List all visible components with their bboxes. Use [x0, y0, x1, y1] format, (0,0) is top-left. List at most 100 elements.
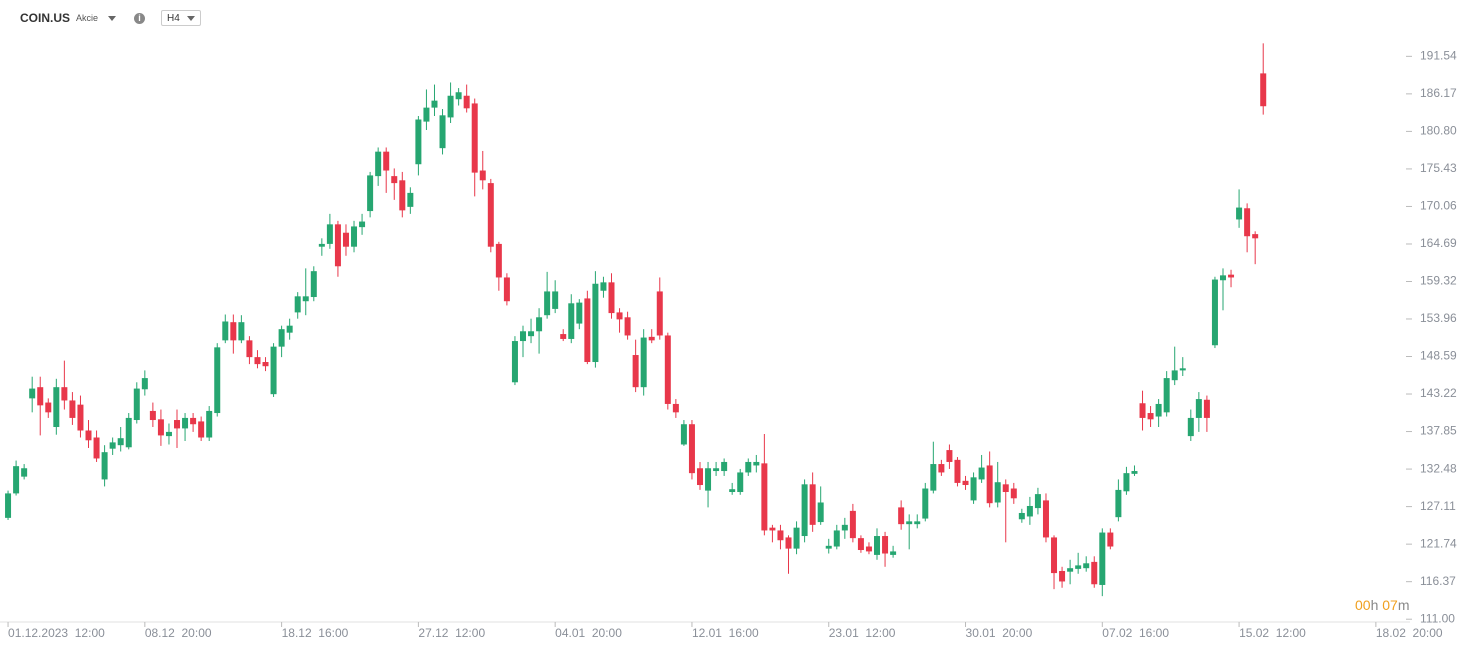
h-unit: h — [1370, 597, 1379, 613]
candle-body — [1179, 368, 1186, 371]
candle-body — [1059, 570, 1066, 582]
candle-body — [286, 325, 293, 333]
x-tick-label: 07.02 16:00 — [1102, 626, 1169, 640]
candle-body — [342, 232, 349, 247]
candle-body — [455, 92, 462, 100]
candle-body — [1051, 537, 1058, 574]
candle-body — [1026, 505, 1033, 517]
candle-body — [463, 95, 470, 109]
minutes: 07 — [1382, 597, 1398, 613]
x-tick-label: 08.12 20:00 — [145, 626, 212, 640]
candle-body — [230, 322, 237, 341]
candle-body — [174, 420, 181, 429]
candle-body — [761, 463, 768, 531]
candle-body — [1163, 378, 1170, 413]
candle-body — [986, 465, 993, 504]
candle-body — [592, 283, 599, 363]
candle-body — [149, 410, 156, 421]
candle-body — [351, 226, 358, 247]
candle-body — [13, 466, 20, 494]
candle-body — [1002, 484, 1009, 493]
candle-body — [769, 527, 776, 531]
candle-body — [632, 355, 639, 388]
candle-body — [383, 151, 390, 171]
candle-body — [1018, 512, 1025, 520]
instrument-kind: Akcie — [76, 13, 99, 23]
candle-body — [745, 461, 752, 473]
interval-select[interactable]: H4 — [161, 10, 202, 26]
y-tick-label: 191.54 — [1420, 49, 1457, 63]
candle-body — [906, 521, 913, 525]
candle-body — [77, 404, 84, 431]
candle-body — [688, 424, 695, 474]
candle-body — [165, 431, 172, 437]
candle-body — [109, 442, 116, 449]
candle-body — [1042, 500, 1049, 538]
candle-body — [584, 298, 591, 363]
candle-body — [890, 551, 897, 555]
candle-body — [713, 468, 720, 472]
candle-body — [849, 510, 856, 539]
candle-body — [680, 424, 687, 445]
candle-body — [624, 317, 631, 336]
candle-body — [238, 322, 245, 341]
candle-body — [552, 291, 559, 309]
y-tick-label: 180.80 — [1420, 124, 1457, 138]
candle-body — [536, 317, 543, 332]
candle-body — [45, 402, 52, 413]
candle-body — [785, 537, 792, 549]
candle-body — [61, 387, 68, 401]
candle-body — [1075, 565, 1082, 569]
candle-body — [560, 334, 567, 339]
candle-body — [1123, 473, 1130, 492]
candle-body — [1067, 568, 1074, 572]
candle-body — [302, 296, 309, 302]
candle-body — [737, 472, 744, 493]
y-tick-label: 186.17 — [1420, 86, 1457, 100]
candle-body — [825, 545, 832, 549]
candle-body — [21, 468, 28, 477]
y-tick-label: 148.59 — [1420, 349, 1457, 363]
candle-body — [1171, 370, 1178, 381]
candle-body — [1034, 494, 1041, 509]
candle-body — [367, 175, 374, 212]
candle-body — [141, 378, 148, 390]
candle-body — [391, 176, 398, 184]
candle-body — [568, 303, 575, 339]
candle-body — [1211, 279, 1218, 346]
candle-body — [294, 296, 301, 313]
candle-body — [640, 337, 647, 388]
y-tick-label: 159.32 — [1420, 274, 1457, 288]
candle-body — [938, 464, 945, 473]
candle-body — [1155, 403, 1162, 417]
candle-body — [793, 527, 800, 549]
candle-body — [721, 461, 728, 472]
candle-body — [914, 521, 921, 525]
candle-body — [190, 417, 197, 425]
candle-body — [407, 192, 414, 207]
candle-body — [705, 468, 712, 491]
candle-body — [93, 437, 100, 459]
candle-body — [495, 243, 502, 278]
candle-body — [1091, 561, 1098, 585]
symbol-dropdown[interactable] — [108, 15, 117, 21]
candle-body — [117, 438, 124, 446]
info-icon[interactable]: i — [134, 12, 146, 24]
candle-body — [1139, 403, 1146, 418]
candle-body — [69, 400, 76, 418]
candle-body — [946, 450, 953, 462]
candle-body — [528, 331, 535, 337]
header: COIN.US Akcie i H4 — [20, 10, 202, 26]
candle-body — [503, 277, 510, 302]
candle-body — [479, 170, 486, 181]
candle-body — [1010, 488, 1017, 499]
candle-body — [125, 417, 132, 448]
candle-body — [1244, 208, 1251, 237]
m-unit: m — [1397, 597, 1410, 613]
candle-body — [697, 468, 703, 486]
candle-body — [1203, 399, 1210, 418]
x-tick-label: 23.01 12:00 — [829, 626, 896, 640]
candle-body — [729, 489, 736, 493]
symbol[interactable]: COIN.US — [20, 11, 71, 25]
